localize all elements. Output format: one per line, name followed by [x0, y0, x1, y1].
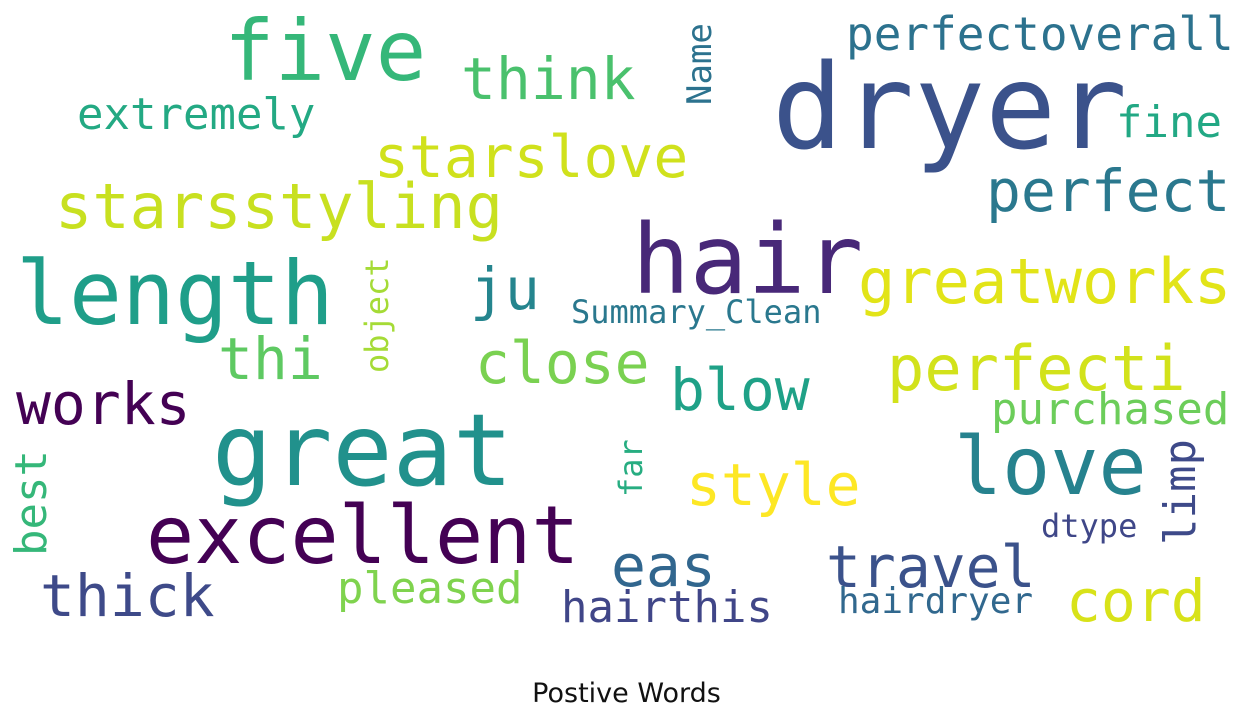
- cloud-word-hairdryer: hairdryer: [838, 581, 1033, 622]
- cloud-word-summary-clean: Summary_Clean: [571, 293, 821, 331]
- cloud-word-style: style: [686, 451, 861, 519]
- cloud-word-blow: blow: [670, 356, 810, 424]
- cloud-word-cord: cord: [1066, 567, 1206, 635]
- cloud-word-hair: hair: [632, 204, 863, 316]
- cloud-word-limp: limp: [1155, 439, 1206, 545]
- cloud-word-perfectoverall: perfectoverall: [846, 7, 1234, 61]
- cloud-word-love: love: [954, 420, 1147, 513]
- cloud-word-fine: fine: [1116, 97, 1222, 148]
- cloud-word-object: object: [358, 257, 396, 373]
- cloud-word-thi: thi: [218, 325, 323, 393]
- cloud-word-travel: travel: [826, 533, 1036, 601]
- cloud-word-length: length: [16, 242, 334, 345]
- cloud-word-dryer: dryer: [772, 38, 1127, 176]
- cloud-word-perfect: perfect: [986, 157, 1230, 225]
- figure-caption: Postive Words: [532, 678, 721, 709]
- cloud-word-five: five: [224, 2, 426, 100]
- cloud-word-eas: eas: [611, 532, 716, 600]
- cloud-word-ju: ju: [470, 255, 540, 323]
- cloud-word-think: think: [461, 45, 636, 113]
- cloud-word-pleased: pleased: [337, 563, 522, 614]
- cloud-word-works: works: [16, 370, 191, 438]
- cloud-word-great: great: [212, 392, 513, 509]
- cloud-word-greatworks: greatworks: [858, 245, 1231, 318]
- cloud-word-extremely: extremely: [77, 89, 315, 140]
- cloud-word-purchased: purchased: [991, 384, 1229, 435]
- cloud-word-far: far: [612, 439, 650, 497]
- cloud-word-hairthis: hairthis: [561, 582, 773, 633]
- cloud-word-starsstyling: starsstyling: [55, 170, 503, 243]
- cloud-word-thick: thick: [40, 562, 215, 630]
- cloud-word-name: Name: [680, 23, 720, 105]
- cloud-word-starslove: starslove: [374, 123, 688, 191]
- cloud-word-close: close: [475, 329, 650, 397]
- cloud-word-dtype: dtype: [1041, 507, 1137, 545]
- cloud-word-best: best: [6, 450, 57, 556]
- cloud-word-perfecti: perfecti: [887, 332, 1186, 405]
- cloud-word-excellent: excellent: [146, 489, 579, 582]
